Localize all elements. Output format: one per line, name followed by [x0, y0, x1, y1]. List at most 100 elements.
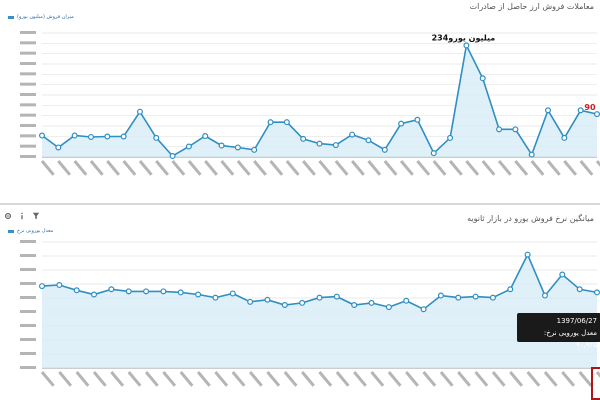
rate-x-tick-label [318, 371, 333, 387]
sales-point [349, 131, 356, 138]
rate-chart-panel: میانگین نرخ فروش یورو در بازار ثانویه مع… [0, 208, 600, 400]
rate-x-tick-label [127, 371, 142, 387]
rate-x-tick-label [353, 371, 367, 387]
rate-x-tick-label [179, 371, 194, 387]
sales-point [169, 153, 176, 160]
sales-area [42, 45, 597, 157]
sales-point [463, 42, 470, 49]
sales-x-tick-label [334, 160, 349, 176]
rate-x-tick-label [110, 371, 125, 387]
rate-area [42, 254, 597, 368]
sales-y-tick-label [20, 124, 36, 127]
sales-point [218, 142, 225, 149]
sales-x-tick-label [546, 160, 561, 176]
filter-icon[interactable] [32, 212, 40, 220]
sales-peak-label: 234میلیون یورو [432, 33, 496, 42]
rate-chart-legend[interactable]: معدل یورویی نرخ [8, 228, 53, 234]
rate-y-tick-label [20, 366, 36, 369]
sales-x-tick-label [350, 160, 365, 176]
rate-x-tick-label [214, 371, 229, 387]
sales-point [381, 146, 388, 153]
sales-chart-panel: معاملات فروش ارز حاصل از صادرات میزان فر… [8, 2, 600, 176]
sales-x-tick-label [448, 160, 463, 176]
rate-x-tick-label [283, 371, 298, 387]
rate-x-tick-label [422, 371, 437, 387]
rate-point [229, 290, 236, 297]
rate-point [455, 294, 462, 301]
sales-point [316, 140, 323, 147]
sales-y-tick-label [20, 82, 36, 86]
sales-y-tick-label [20, 103, 36, 107]
rate-x-tick-label [196, 371, 211, 387]
sales-point [202, 133, 209, 140]
rate-point [333, 293, 340, 300]
rate-x-tick-label [405, 371, 419, 387]
sales-y-tick-label [20, 134, 36, 138]
rate-point [143, 288, 150, 295]
rate-legend-label: معدل یورویی نرخ [17, 228, 54, 234]
info-icon[interactable] [18, 212, 26, 220]
sales-x-tick-label [122, 160, 137, 176]
gear-icon[interactable] [4, 212, 12, 220]
rate-point [212, 294, 219, 301]
sales-point [120, 133, 127, 140]
rate-point [593, 289, 600, 296]
rate-point [91, 291, 98, 298]
rate-point [420, 306, 427, 313]
rate-point [177, 289, 184, 296]
tooltip-date: 1397/06/27 [556, 317, 597, 325]
rate-x-tick-label [526, 371, 541, 387]
rate-x-tick-label [144, 371, 159, 387]
sales-y-tick-label [20, 72, 36, 76]
rate-point [38, 283, 45, 290]
rate-point [489, 294, 496, 301]
rate-x-tick-label [387, 371, 402, 387]
rate-x-tick-label [40, 371, 55, 387]
sales-point [38, 132, 45, 139]
rate-x-tick-label [543, 371, 558, 387]
sales-point [153, 134, 160, 141]
rate-x-tick-label [248, 371, 263, 387]
rate-x-tick-label [595, 371, 600, 387]
sales-y-tick-label [20, 51, 36, 55]
rate-point [403, 297, 410, 304]
rate-point [73, 287, 80, 294]
rate-point [507, 286, 514, 293]
sales-point [104, 133, 111, 140]
sales-point [398, 120, 405, 127]
sales-point [267, 119, 274, 126]
sales-x-tick-label [187, 160, 202, 176]
rate-point [472, 293, 479, 300]
sales-x-tick-label [416, 160, 431, 176]
rate-chart-title: میانگین نرخ فروش یورو در بازار ثانویه [467, 214, 594, 223]
sales-x-tick-label [465, 160, 480, 176]
sales-point [300, 135, 307, 142]
rate-point [316, 294, 323, 301]
sales-point [283, 119, 290, 126]
rate-point [125, 288, 132, 295]
rate-y-tick-label [20, 296, 36, 299]
sales-x-tick-label [89, 160, 104, 176]
selected-point-marker [591, 367, 600, 400]
rate-x-tick-label [491, 371, 506, 387]
rate-y-tick-label [20, 338, 36, 341]
sales-x-tick-label [497, 160, 512, 176]
sales-y-tick-label [20, 41, 36, 45]
rate-point [247, 298, 254, 305]
sales-y-tick-label [20, 93, 36, 96]
sales-point [528, 151, 535, 158]
chart-tooltip: 1397/06/27 معدل یورویی نرخ: ۹۰,۹۲۵ [517, 313, 600, 349]
sales-legend-label: میزان فروش (میلیون یورو) [17, 14, 74, 20]
sales-x-tick-label [399, 160, 414, 176]
rate-point [108, 286, 115, 293]
sales-x-tick-label [318, 160, 333, 176]
sales-point [447, 134, 454, 141]
tooltip-value: معدل یورویی نرخ: ۹۰,۹۲۵ [543, 329, 597, 349]
sales-x-tick-label [383, 160, 398, 176]
sales-point [185, 143, 192, 150]
sales-chart-legend[interactable]: میزان فروش (میلیون یورو) [8, 14, 74, 20]
rate-y-tick-label [20, 352, 36, 355]
rate-point [195, 291, 202, 298]
sales-point [87, 133, 94, 140]
sales-x-tick-label [106, 160, 121, 176]
